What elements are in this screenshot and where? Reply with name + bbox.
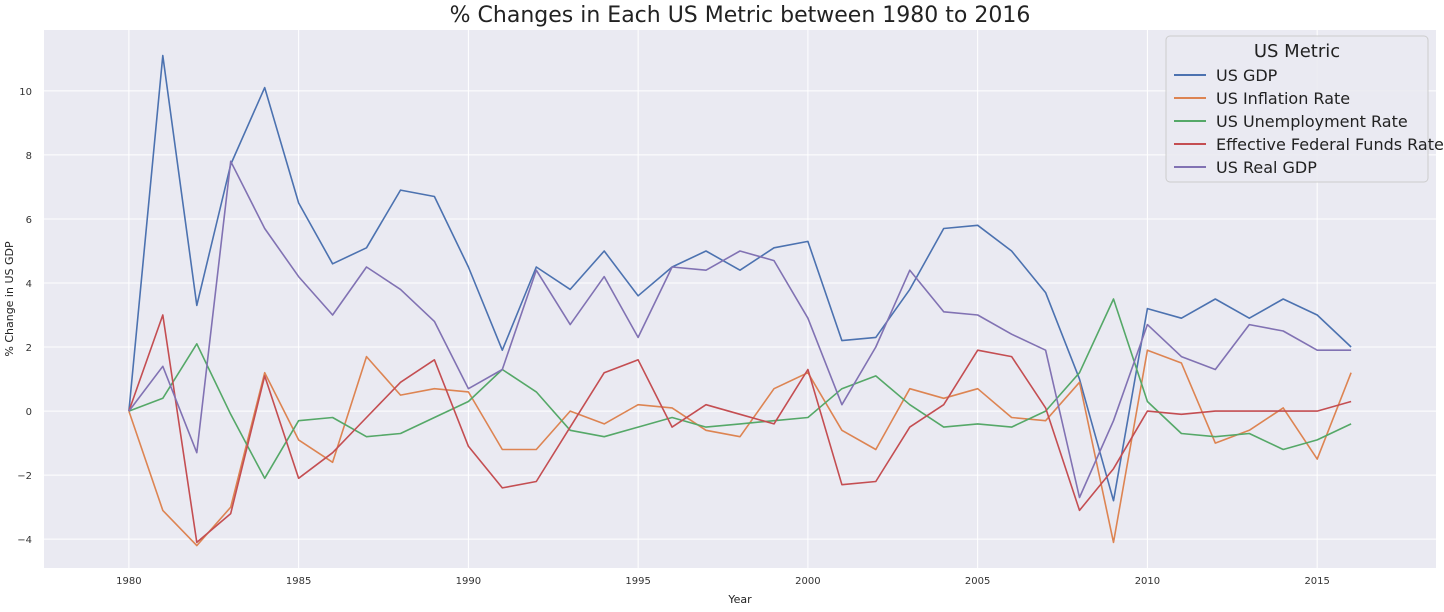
x-tick-label: 2005: [965, 576, 990, 587]
legend-box: [1165, 35, 1429, 183]
y-tick-label: −4: [17, 535, 32, 546]
legend-label-us-unemployment-rate: US Unemployment Rate: [1216, 112, 1408, 131]
legend: US Metric US GDP US Inflation Rate US Unem…: [1165, 35, 1444, 183]
series-line-us-unemployment-rate: [128, 298, 1352, 480]
y-tick-label: 4: [26, 279, 32, 290]
y-axis-label: % Change in US GDP: [3, 241, 16, 357]
y-tick-label: 2: [26, 343, 32, 354]
x-tick-label: 1980: [116, 576, 141, 587]
x-tick-label: 2000: [795, 576, 820, 587]
y-tick-label: 10: [19, 87, 32, 98]
x-tick-label: 2010: [1135, 576, 1160, 587]
tick-labels: 1980 1985 1990 1995 2000 2005 2010 2015 −4 −2 0 2 4 6…: [17, 87, 1330, 587]
legend-title: US Metric: [1254, 41, 1340, 62]
x-axis-label: Year: [727, 593, 752, 606]
x-tick-label: 1985: [286, 576, 311, 587]
legend-label-us-inflation-rate: US Inflation Rate: [1216, 89, 1350, 108]
legend-items: US GDP US Inflation Rate US Unemployment R…: [1174, 66, 1444, 177]
legend-label-effective-federal-funds-rate: Effective Federal Funds Rate: [1216, 135, 1444, 154]
series-line-effective-federal-funds-rate: [128, 314, 1352, 544]
series-line-us-gdp: [128, 54, 1352, 502]
y-tick-label: 8: [26, 151, 32, 162]
y-tick-label: −2: [17, 471, 32, 482]
series-line-us-real-gdp: [128, 160, 1352, 499]
chart-title: % Changes in Each US Metric between 1980…: [450, 3, 1031, 28]
legend-label-us-real-gdp: US Real GDP: [1216, 158, 1317, 177]
x-tick-label: 1990: [456, 576, 481, 587]
legend-label-us-gdp: US GDP: [1216, 66, 1278, 85]
x-tick-label: 1995: [625, 576, 650, 587]
y-tick-label: 6: [26, 215, 32, 226]
x-tick-label: 2015: [1304, 576, 1329, 587]
series-lines: [128, 54, 1352, 547]
y-tick-label: 0: [26, 407, 32, 418]
series-line-us-inflation-rate: [128, 349, 1352, 547]
